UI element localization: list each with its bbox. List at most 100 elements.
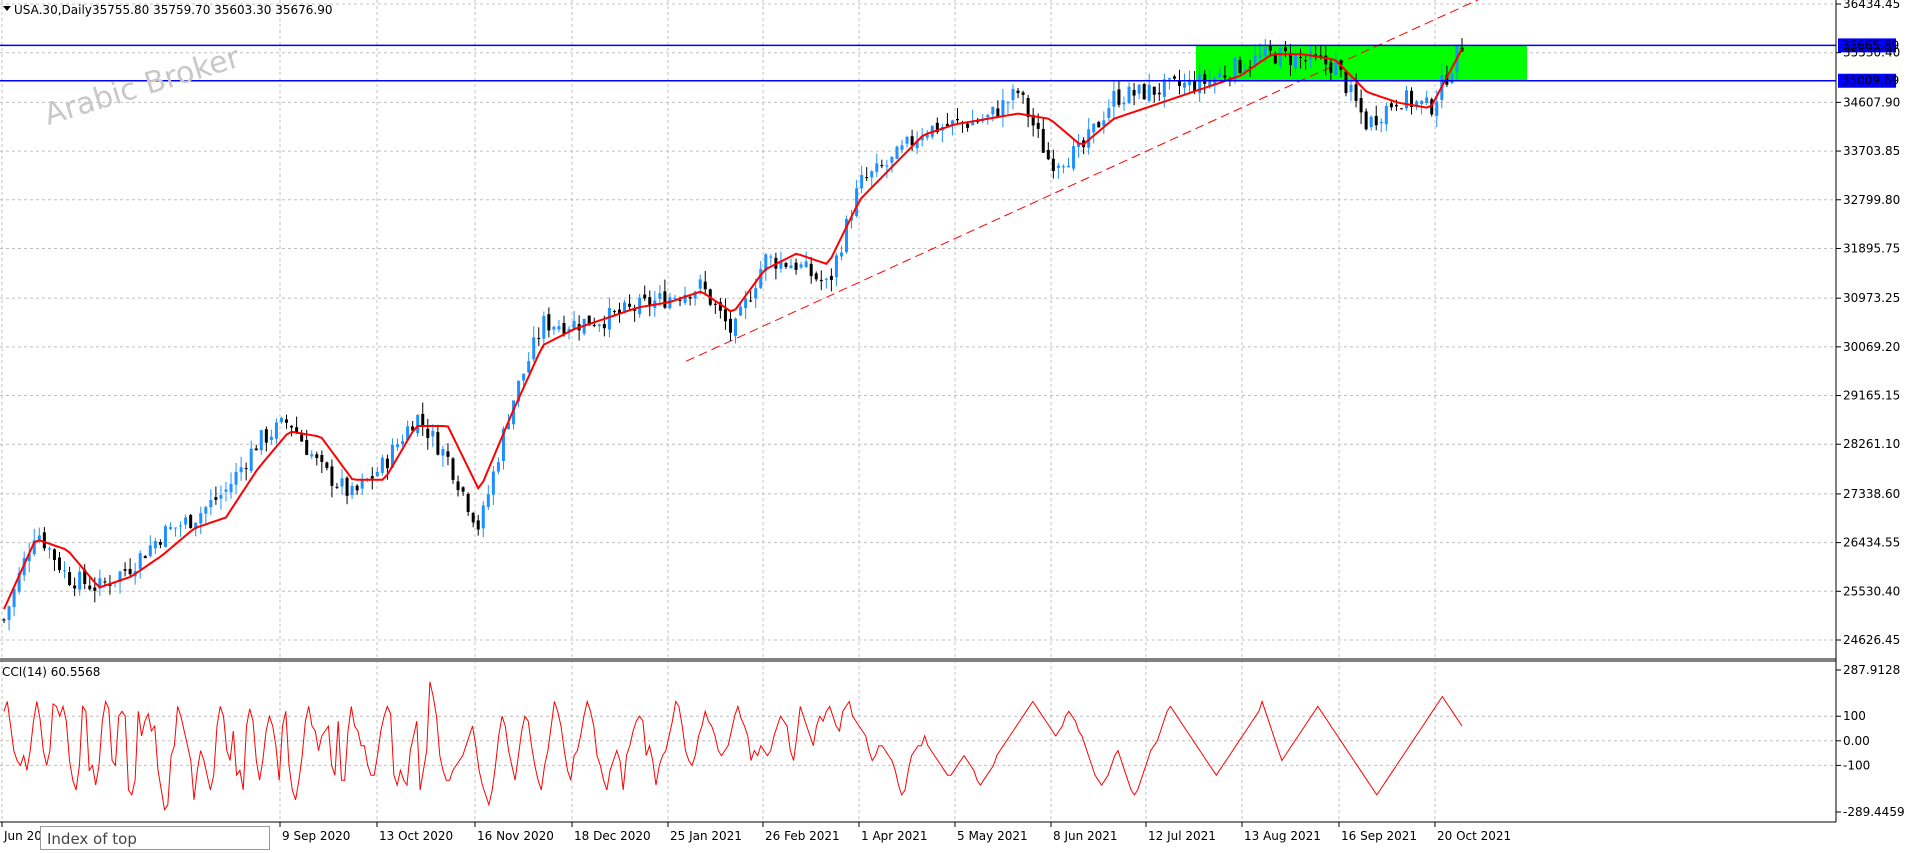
candle-body	[1147, 84, 1151, 101]
candle-body	[547, 314, 551, 331]
candle-body	[648, 297, 652, 307]
candle-body	[1183, 82, 1187, 88]
candle-body	[1016, 90, 1020, 94]
candle-body	[1399, 108, 1403, 110]
candle-body	[335, 486, 339, 488]
candle-body	[1051, 158, 1055, 172]
candle-body	[456, 481, 460, 491]
candle-body	[527, 361, 531, 373]
candle-body	[567, 328, 571, 331]
candle-body	[1026, 98, 1030, 117]
trendline[interactable]	[685, 0, 1482, 362]
candle-body	[1268, 45, 1272, 51]
candle-body	[163, 526, 167, 548]
cci-axis: 287.9128 100 0.00 -100 -289.4459	[1836, 663, 1905, 819]
candle-body	[254, 448, 258, 451]
candle-body	[1420, 100, 1424, 105]
candle-body	[1369, 116, 1373, 128]
candle-body	[1087, 129, 1091, 148]
candle-body	[320, 455, 324, 462]
candle-body	[587, 315, 591, 326]
candle-body	[1203, 74, 1207, 84]
candle-body	[204, 507, 208, 514]
candle-body	[1344, 71, 1348, 94]
candle-body	[966, 123, 970, 128]
candle-body	[138, 553, 142, 569]
candle-body	[592, 324, 596, 326]
header-dropdown-icon[interactable]	[3, 6, 11, 11]
candle-body	[1324, 55, 1328, 65]
candle-body	[290, 425, 294, 428]
cci-tick-label: -289.4459	[1843, 805, 1905, 819]
candle-body	[295, 427, 299, 433]
candle-body	[52, 549, 56, 561]
candle-body	[1263, 47, 1267, 57]
candle-body	[713, 303, 717, 305]
candle-body	[78, 571, 82, 590]
candle-body	[643, 294, 647, 299]
candle-body	[83, 569, 87, 584]
candle-body	[623, 302, 627, 312]
candle-body	[537, 338, 541, 340]
candle-body	[880, 164, 884, 167]
candle-body	[416, 414, 420, 434]
candle-body	[506, 422, 510, 430]
candle-body	[300, 434, 304, 442]
candle-body	[168, 527, 172, 529]
candle-body	[1354, 84, 1358, 101]
candle-body	[1031, 114, 1035, 126]
candle-body	[461, 487, 465, 492]
pane-separator[interactable]	[0, 658, 1836, 662]
candle-body	[607, 307, 611, 330]
candle-body	[1127, 86, 1131, 104]
candle-body	[491, 471, 495, 495]
candle-body	[1299, 56, 1303, 58]
candle-body	[875, 163, 879, 172]
candle-body	[1172, 76, 1176, 79]
candle-body	[739, 306, 743, 316]
candle-body	[562, 323, 566, 334]
candle-body	[981, 120, 985, 122]
candle-body	[754, 288, 758, 299]
candle-body	[834, 255, 838, 278]
candle-body	[259, 430, 263, 451]
candle-body	[572, 320, 576, 330]
candle-body	[1132, 89, 1136, 96]
candle-body	[1425, 97, 1429, 104]
candle-body	[789, 265, 793, 269]
candle-body	[501, 428, 505, 461]
candle-body	[1243, 69, 1247, 71]
candle-body	[1193, 80, 1197, 92]
candle-body	[224, 489, 228, 492]
candle-body	[234, 471, 238, 485]
candle-body	[673, 297, 677, 299]
candle-body	[1238, 60, 1242, 73]
candle-body	[103, 581, 107, 583]
candle-body	[693, 291, 697, 299]
candle-body	[380, 457, 384, 473]
candle-body	[890, 156, 894, 163]
candle-body	[350, 486, 354, 496]
candle-body	[1137, 84, 1141, 94]
candle-body	[839, 252, 843, 257]
price-grid	[0, 0, 1836, 822]
candle-body	[179, 525, 183, 527]
candle-body	[542, 316, 546, 339]
candle-body	[915, 140, 919, 149]
candle-body	[27, 553, 31, 561]
candle-body	[476, 520, 480, 530]
candle-body	[1288, 53, 1292, 66]
candle-body	[1167, 78, 1171, 80]
candle-body	[345, 477, 349, 496]
candle-body	[401, 441, 405, 445]
date-tick-label: 12 Jul 2021	[1148, 829, 1216, 843]
highlight-zone[interactable]	[1196, 45, 1527, 81]
date-tick-label: 16 Nov 2020	[477, 829, 554, 843]
candle-body	[688, 296, 692, 299]
candle-body	[971, 121, 975, 126]
candle-body	[128, 568, 132, 575]
date-tick-label: 25 Jan 2021	[670, 829, 742, 843]
candle-body	[1036, 122, 1040, 129]
candle-body	[143, 556, 147, 559]
candle-body	[895, 146, 899, 159]
